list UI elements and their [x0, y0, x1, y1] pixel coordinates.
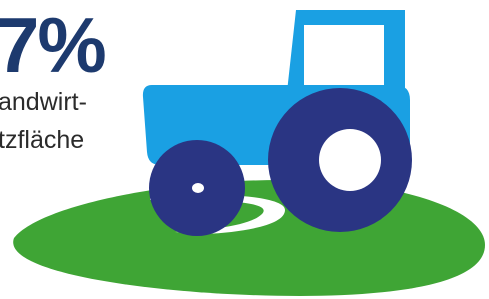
rear-hub: [319, 129, 381, 191]
cab-window: [304, 25, 384, 85]
stat-caption: andwirt-: [0, 88, 87, 116]
page: {"stat": {"value_text": "7%", "caption_l…: [0, 0, 489, 299]
stat-value: 7%: [0, 1, 105, 89]
front-hub: [192, 183, 204, 193]
stat-caption: tzfläche: [0, 126, 84, 154]
infographic: 7% andwirt- tzfläche: [0, 0, 489, 299]
